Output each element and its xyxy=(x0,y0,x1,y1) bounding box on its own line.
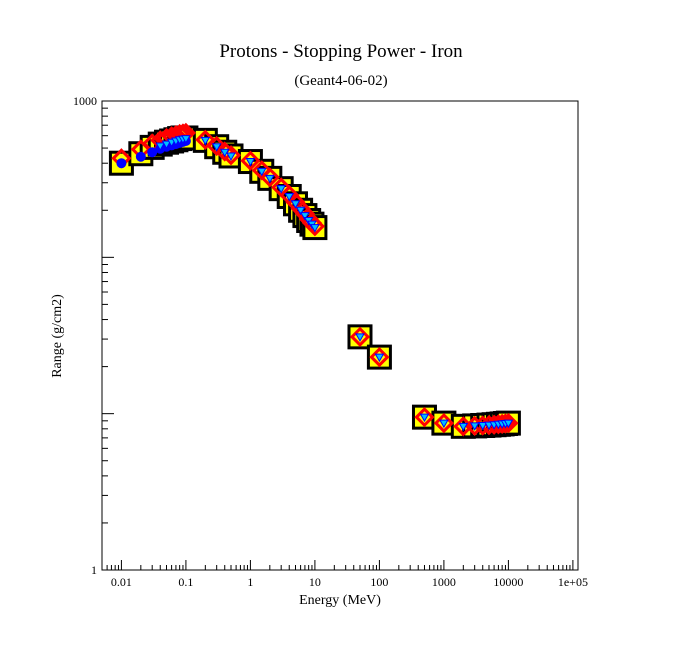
x-axis-label: Energy (MeV) xyxy=(299,593,381,608)
data-point-diamond xyxy=(433,413,455,434)
data-point-triangle xyxy=(458,422,469,432)
data-point-circle xyxy=(147,147,158,158)
data-point-diamond xyxy=(259,167,280,188)
data-point-triangle xyxy=(477,422,488,431)
data-point-triangle xyxy=(284,192,295,202)
chart-title: Protons - Stopping Power - Iron xyxy=(219,41,463,62)
data-point-circle xyxy=(116,158,127,169)
data-point-triangle xyxy=(264,174,275,184)
data-point-circle xyxy=(135,151,146,162)
data-point-triangle xyxy=(355,333,365,342)
y-axis-label: Range (g/cm2) xyxy=(50,294,65,378)
data-point-triangle xyxy=(276,185,287,194)
plot-frame xyxy=(101,100,579,571)
data-point-diamond xyxy=(369,346,390,368)
data-point-triangle xyxy=(374,353,385,363)
data-point-triangle xyxy=(161,140,172,150)
x-tick-label: 100 xyxy=(370,575,388,589)
y-tick-label: 1 xyxy=(91,563,97,577)
x-tick-label: 1000 xyxy=(432,575,456,589)
data-point-triangle xyxy=(439,419,449,429)
x-axis-ticks: 0.01 0.1 1 10 100 1000 10000 1e+05 xyxy=(101,560,588,589)
x-tick-label: 10 xyxy=(309,575,321,589)
data-point-triangle xyxy=(503,419,514,429)
data-point-triangle xyxy=(419,413,430,423)
data-point-triangle xyxy=(256,167,267,177)
data-point-triangle xyxy=(181,135,191,144)
x-tick-label: 10000 xyxy=(493,575,523,589)
data-point-diamond xyxy=(206,135,227,157)
data-point-triangle xyxy=(200,136,211,146)
data-point-triangle xyxy=(245,158,256,167)
data-point-diamond xyxy=(349,326,371,347)
y-tick-label: 1000 xyxy=(73,94,97,108)
data-point-diamond xyxy=(240,150,261,171)
data-point-triangle xyxy=(310,224,320,233)
x-tick-label: 1 xyxy=(247,575,253,589)
data-point-triangle xyxy=(155,142,166,152)
x-tick-label: 1e+05 xyxy=(558,575,588,589)
data-point-triangle xyxy=(295,206,306,216)
data-point-triangle xyxy=(469,422,480,431)
data-point-triangle xyxy=(226,152,236,161)
y-axis-ticks: 1 1000 xyxy=(73,94,114,577)
data-point-triangle xyxy=(211,143,222,152)
data-point-diamond xyxy=(414,407,435,428)
data-point-triangle xyxy=(300,212,310,221)
data-point-diamond xyxy=(195,129,216,150)
x-tick-label: 0.1 xyxy=(178,575,193,589)
x-tick-label: 0.01 xyxy=(111,575,132,589)
data-point-triangle xyxy=(290,200,301,209)
chart-subtitle: (Geant4-06-02) xyxy=(294,73,387,89)
data-marks xyxy=(108,122,521,439)
